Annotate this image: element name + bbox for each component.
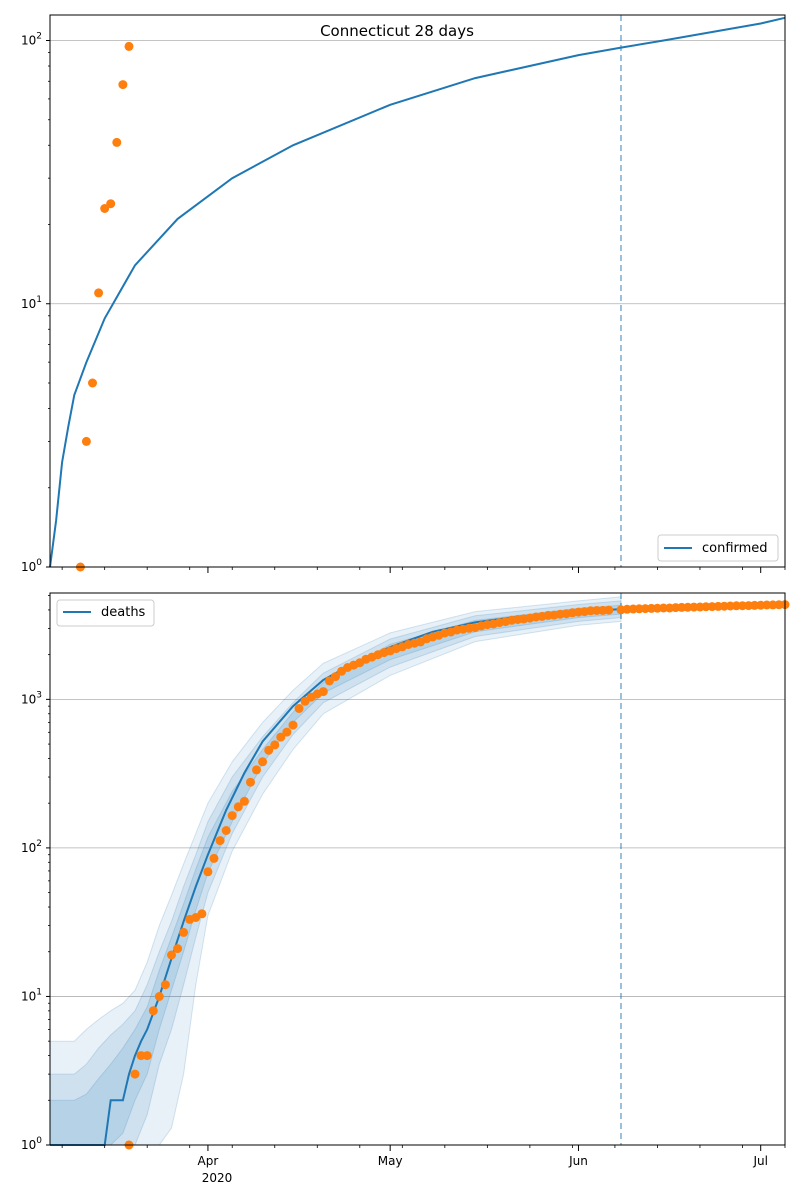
data-point xyxy=(167,950,176,960)
data-point xyxy=(227,811,237,821)
data-point xyxy=(203,867,213,877)
confirmed-lines xyxy=(49,16,786,568)
confirmed-y-axis: 100 101 102 xyxy=(21,32,50,574)
data-point xyxy=(239,796,249,806)
data-point xyxy=(173,944,183,954)
x-tick-label: Jul xyxy=(752,1154,767,1168)
data-point xyxy=(318,687,328,697)
confirmed-plot-frame xyxy=(49,14,786,568)
data-point xyxy=(112,137,122,147)
data-point xyxy=(270,740,280,750)
data-point xyxy=(100,204,110,213)
legend-box xyxy=(657,534,779,562)
legend-box xyxy=(56,599,155,627)
y-tick-label: 103 xyxy=(21,690,42,706)
data-point xyxy=(142,1051,152,1061)
data-point xyxy=(154,992,164,1001)
data-point xyxy=(252,765,261,775)
data-point xyxy=(276,732,286,742)
deaths-plot-area xyxy=(50,593,785,1145)
chart-title: Connecticut 28 days xyxy=(320,22,474,40)
legend-label-confirmed: confirmed xyxy=(702,541,768,556)
data-point xyxy=(282,727,292,737)
x-tick-label: Jun xyxy=(568,1154,588,1168)
deaths-plot-frame xyxy=(49,592,786,1146)
data-point xyxy=(148,1006,158,1016)
data-point xyxy=(81,436,91,446)
data-point xyxy=(604,605,614,615)
y-tick-label: 102 xyxy=(21,839,42,855)
data-point xyxy=(118,80,128,90)
deaths-panel: 100 101 102 103 Apr May Jun Jul 2020 deaths xyxy=(21,592,790,1185)
data-point xyxy=(288,720,298,730)
data-point xyxy=(179,927,189,937)
confirmed-plot-area xyxy=(50,15,785,567)
x-tick-label: Apr xyxy=(198,1154,219,1168)
data-point xyxy=(221,826,231,835)
data-point xyxy=(160,980,170,990)
data-point xyxy=(215,836,225,846)
deaths-y-axis: 100 101 102 103 xyxy=(21,595,50,1152)
x-year-label: 2020 xyxy=(202,1171,233,1185)
deaths-points xyxy=(124,600,790,1150)
data-point xyxy=(331,672,340,682)
data-point xyxy=(88,378,97,388)
data-point xyxy=(258,757,268,767)
data-point xyxy=(246,777,255,787)
y-tick-label: 101 xyxy=(21,987,42,1003)
confirmed-points xyxy=(75,41,134,572)
deaths-grid xyxy=(50,698,785,997)
confirmed-legend: confirmed xyxy=(657,534,779,562)
y-tick-label: 101 xyxy=(21,295,42,311)
y-tick-label: 100 xyxy=(21,558,42,574)
confirmed-x-axis xyxy=(61,567,786,573)
series-line-confirmed xyxy=(49,16,786,568)
data-point xyxy=(130,1069,140,1079)
deaths-x-axis: Apr May Jun Jul xyxy=(61,1145,786,1168)
data-point xyxy=(264,745,274,755)
data-point xyxy=(294,704,304,713)
data-point xyxy=(94,288,104,298)
data-point xyxy=(233,802,243,812)
deaths-lines xyxy=(50,608,622,1146)
data-point xyxy=(106,199,116,209)
series-line-deaths xyxy=(50,608,622,1146)
data-point xyxy=(209,853,219,863)
deaths-legend: deaths xyxy=(56,599,155,627)
legend-label-deaths: deaths xyxy=(101,605,146,620)
confirmed-panel: 100 101 102 Connecticut 28 days confirmed xyxy=(21,14,786,574)
y-tick-label: 102 xyxy=(21,32,42,48)
data-point xyxy=(124,41,134,51)
y-tick-label: 100 xyxy=(21,1136,42,1152)
data-point xyxy=(197,909,207,919)
x-tick-label: May xyxy=(378,1154,403,1168)
